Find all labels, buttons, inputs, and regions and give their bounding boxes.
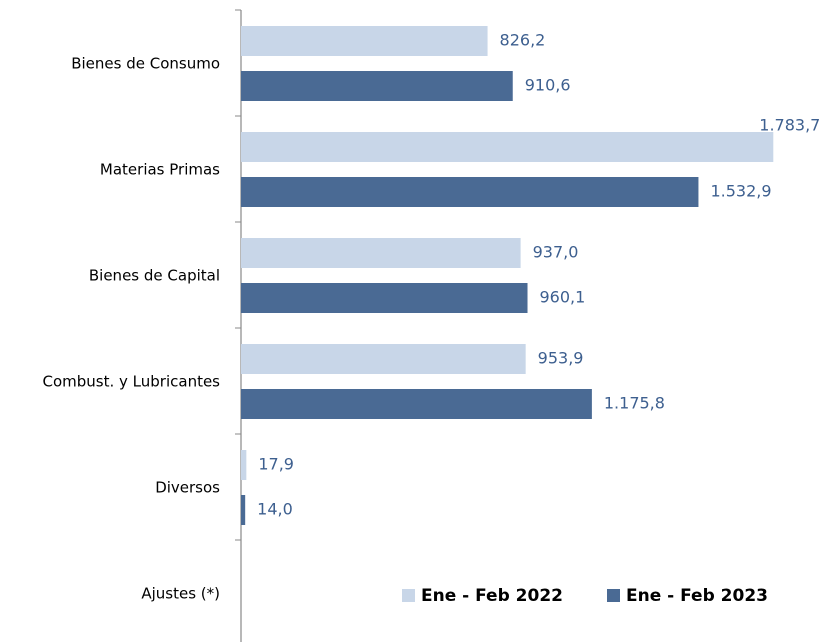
bar	[241, 177, 699, 207]
value-label: 1.175,8	[604, 394, 665, 413]
category-label: Ajustes (*)	[141, 585, 220, 603]
legend-label: Ene - Feb 2022	[421, 586, 563, 606]
value-label: 826,2	[500, 31, 546, 50]
value-label: 953,9	[538, 349, 584, 368]
bar	[241, 389, 592, 419]
category-label: Bienes de Consumo	[71, 55, 220, 73]
bar	[241, 450, 247, 480]
legend-swatch	[607, 589, 620, 602]
bar	[241, 238, 521, 268]
value-label: 17,9	[258, 455, 294, 474]
bar	[241, 344, 526, 374]
value-label: 14,0	[257, 500, 293, 519]
value-label: 937,0	[533, 243, 579, 262]
value-label: 910,6	[525, 76, 571, 95]
category-label: Diversos	[155, 479, 220, 497]
category-label: Combust. y Lubricantes	[43, 373, 221, 391]
value-label: 1.783,7	[759, 116, 820, 135]
category-label: Bienes de Capital	[89, 267, 220, 285]
legend-label: Ene - Feb 2023	[626, 586, 768, 606]
bar	[241, 71, 513, 101]
bar	[241, 132, 774, 162]
category-label: Materias Primas	[100, 161, 220, 179]
legend-swatch	[402, 589, 415, 602]
value-label: 1.532,9	[710, 182, 771, 201]
value-label: 960,1	[540, 288, 586, 307]
bar	[241, 283, 528, 313]
bar	[241, 495, 246, 525]
bar	[241, 26, 488, 56]
